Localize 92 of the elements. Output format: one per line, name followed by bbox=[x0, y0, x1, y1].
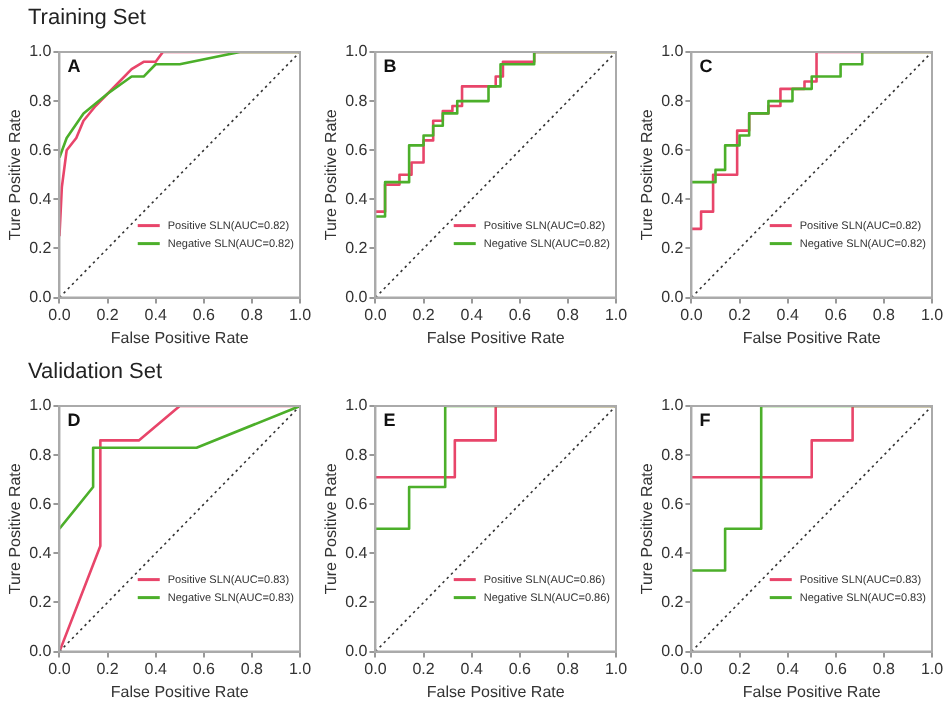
x-tick-label: 0.2 bbox=[96, 659, 120, 678]
x-tick-label: 0.2 bbox=[728, 305, 752, 324]
x-tick-label: 0.6 bbox=[192, 305, 216, 324]
x-tick-label: 0.2 bbox=[96, 305, 120, 324]
chart-title: F bbox=[699, 409, 712, 430]
x-axis-title: False Positive Rate bbox=[110, 682, 250, 701]
x-tick-label: 0.0 bbox=[364, 659, 388, 678]
x-tick-label: 0.8 bbox=[872, 305, 897, 324]
x-tick-label: 0.6 bbox=[508, 305, 532, 324]
y-tick-label: 0.2 bbox=[29, 238, 53, 257]
text: Validation Set bbox=[28, 360, 163, 384]
y-tick-label: 0.6 bbox=[661, 494, 685, 513]
x-axis-title: False Positive Rate bbox=[426, 682, 566, 701]
x-tick-label: 0.4 bbox=[460, 659, 484, 678]
y-tick-label: 0.2 bbox=[29, 592, 53, 611]
y-axis-title: Ture Positive Rate bbox=[322, 108, 341, 241]
x-tick-label: 1.0 bbox=[920, 305, 945, 324]
x-tick-label: 0.4 bbox=[776, 305, 800, 324]
y-tick-label: 0.6 bbox=[345, 494, 369, 513]
y-tick-label: 1.0 bbox=[345, 396, 369, 415]
y-axis-title: Ture Positive Rate bbox=[638, 462, 657, 595]
x-tick-label: 0.6 bbox=[192, 659, 216, 678]
x-tick-label: 0.8 bbox=[872, 659, 897, 678]
y-tick-label: 1.0 bbox=[345, 42, 369, 61]
x-axis-title: False Positive Rate bbox=[742, 682, 882, 701]
y-tick-label: 0.0 bbox=[661, 642, 685, 661]
y-tick-label: 0.4 bbox=[29, 543, 53, 562]
x-tick-label: 1.0 bbox=[288, 659, 313, 678]
y-tick-label: 0.2 bbox=[345, 592, 369, 611]
y-tick-label: 0.6 bbox=[345, 140, 369, 159]
x-tick-label: 0.0 bbox=[680, 305, 704, 324]
y-tick-label: 0.0 bbox=[345, 642, 369, 661]
chart-title: B bbox=[383, 55, 398, 76]
x-tick-label: 0.8 bbox=[556, 305, 581, 324]
y-tick-label: 0.4 bbox=[345, 189, 369, 208]
y-tick-label: 0.6 bbox=[661, 140, 685, 159]
x-tick-label: 0.4 bbox=[460, 305, 484, 324]
x-tick-label: 0.6 bbox=[508, 659, 532, 678]
x-tick-label: 0.2 bbox=[412, 659, 436, 678]
chart-title: E bbox=[383, 409, 396, 430]
y-tick-label: 0.4 bbox=[29, 189, 53, 208]
y-axis-title: Ture Positive Rate bbox=[6, 108, 25, 241]
chart-title: A bbox=[67, 55, 82, 76]
x-tick-label: 1.0 bbox=[920, 659, 945, 678]
y-tick-label: 0.8 bbox=[29, 91, 53, 110]
x-axis-title: False Positive Rate bbox=[110, 328, 250, 347]
y-tick-label: 0.8 bbox=[345, 445, 369, 464]
x-tick-label: 0.6 bbox=[824, 659, 848, 678]
chart-title: C bbox=[699, 55, 714, 76]
x-tick-label: 0.6 bbox=[824, 305, 848, 324]
x-tick-label: 0.0 bbox=[364, 305, 388, 324]
x-tick-label: 0.0 bbox=[48, 659, 72, 678]
y-tick-label: 0.2 bbox=[345, 238, 369, 257]
y-tick-label: 0.4 bbox=[661, 543, 685, 562]
y-tick-label: 1.0 bbox=[29, 42, 53, 61]
y-axis-title: Ture Positive Rate bbox=[6, 462, 25, 595]
y-tick-label: 0.6 bbox=[29, 140, 53, 159]
x-tick-label: 0.8 bbox=[240, 659, 265, 678]
x-tick-label: 0.4 bbox=[776, 659, 800, 678]
y-tick-label: 0.4 bbox=[661, 189, 685, 208]
y-tick-label: 0.8 bbox=[29, 445, 53, 464]
x-tick-label: 1.0 bbox=[604, 659, 629, 678]
y-tick-label: 0.0 bbox=[345, 288, 369, 307]
x-axis-title: False Positive Rate bbox=[426, 328, 566, 347]
y-tick-label: 0.8 bbox=[661, 91, 685, 110]
y-tick-label: 0.6 bbox=[29, 494, 53, 513]
y-tick-label: 0.2 bbox=[661, 592, 685, 611]
x-tick-label: 0.2 bbox=[412, 305, 436, 324]
y-tick-label: 0.2 bbox=[661, 238, 685, 257]
y-tick-label: 0.0 bbox=[661, 288, 685, 307]
x-tick-label: 0.8 bbox=[556, 659, 581, 678]
x-tick-label: 0.4 bbox=[144, 305, 168, 324]
x-tick-label: 0.8 bbox=[240, 305, 265, 324]
y-tick-label: 1.0 bbox=[661, 42, 685, 61]
x-tick-label: 0.0 bbox=[680, 659, 704, 678]
y-tick-label: 0.8 bbox=[345, 91, 369, 110]
y-axis-title: Ture Positive Rate bbox=[638, 108, 657, 241]
x-tick-label: 1.0 bbox=[604, 305, 629, 324]
x-tick-label: 0.2 bbox=[728, 659, 752, 678]
x-tick-label: 1.0 bbox=[288, 305, 313, 324]
y-tick-label: 0.0 bbox=[29, 288, 53, 307]
y-axis-title: Ture Positive Rate bbox=[322, 462, 341, 595]
x-axis-title: False Positive Rate bbox=[742, 328, 882, 347]
x-tick-label: 0.4 bbox=[144, 659, 168, 678]
y-tick-label: 1.0 bbox=[661, 396, 685, 415]
y-tick-label: 0.8 bbox=[661, 445, 685, 464]
y-tick-label: 1.0 bbox=[29, 396, 53, 415]
text: Training Set bbox=[28, 6, 146, 30]
x-tick-label: 0.0 bbox=[48, 305, 72, 324]
y-tick-label: 0.4 bbox=[345, 543, 369, 562]
y-tick-label: 0.0 bbox=[29, 642, 53, 661]
chart-title: D bbox=[67, 409, 82, 430]
